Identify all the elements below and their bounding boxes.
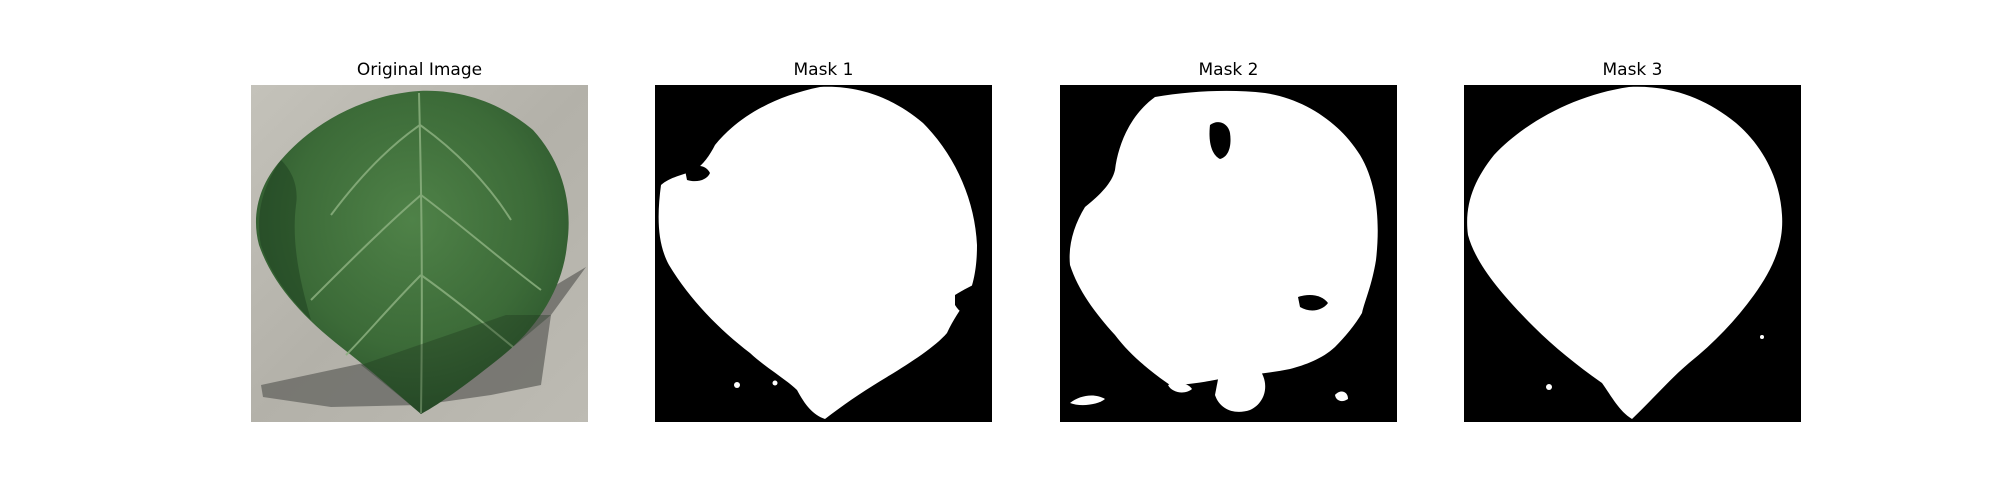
mask-region (1069, 90, 1378, 386)
mask-region (1467, 86, 1783, 420)
mask-blob (1070, 395, 1105, 406)
panel-title: Original Image (356, 60, 483, 80)
mask-speck (734, 382, 740, 388)
mask-region (658, 86, 977, 420)
mask-speck (1760, 335, 1764, 339)
mask-hole (1298, 295, 1328, 311)
mask-hole (685, 165, 710, 182)
mask-speck (772, 380, 778, 386)
panel-title: Mask 3 (1602, 60, 1663, 80)
leaf-photo-graphic (251, 85, 588, 422)
panel-title: Mask 1 (793, 60, 854, 80)
mask-hole (1209, 122, 1231, 159)
mask-1-graphic (655, 85, 992, 422)
mask-2-image (1060, 85, 1397, 422)
mask-blob (1168, 382, 1192, 393)
mask-2-graphic (1060, 85, 1397, 422)
leaf-shadow-overlay (361, 315, 551, 414)
mask-blob (1335, 391, 1348, 402)
mask-speck (1546, 384, 1552, 390)
leaf-shade (259, 160, 311, 320)
leaf-shadow (261, 267, 586, 407)
leaf-photo (251, 85, 588, 422)
panel-title: Mask 2 (1198, 60, 1259, 80)
mask-1-image (655, 85, 992, 422)
mask-hole (955, 281, 981, 316)
mask-blob (1215, 363, 1266, 412)
mask-3-image (1464, 85, 1801, 422)
mask-3-graphic (1464, 85, 1801, 422)
leaf-veins (310, 92, 542, 414)
leaf-blade (255, 90, 569, 414)
